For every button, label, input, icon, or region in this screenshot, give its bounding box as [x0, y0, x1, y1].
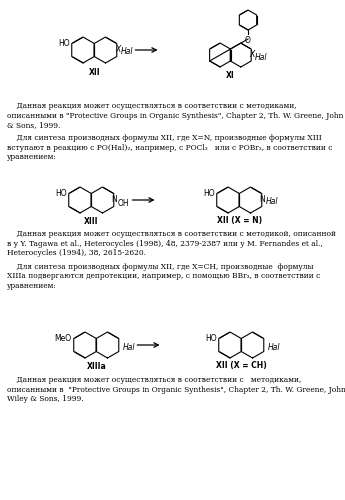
- Text: XII: XII: [88, 68, 100, 77]
- Text: Hal: Hal: [267, 342, 280, 351]
- Text: XIII: XIII: [84, 217, 99, 226]
- Text: XII (X = N): XII (X = N): [217, 216, 262, 225]
- Text: Hal: Hal: [120, 48, 133, 56]
- Text: Hal: Hal: [266, 198, 278, 206]
- Text: Hal: Hal: [122, 342, 135, 351]
- Text: описанными в "Protective Groups in Organic Synthesis", Chapter 2, Th. W. Greene,: описанными в "Protective Groups in Organ…: [7, 112, 345, 120]
- Text: MeO: MeO: [55, 334, 72, 343]
- Text: XI: XI: [226, 71, 235, 80]
- Text: уравнением:: уравнением:: [7, 282, 57, 290]
- Text: HO: HO: [58, 39, 70, 48]
- Text: Для синтеза производных формулы XII, где X=N, производные формулы XIII: Для синтеза производных формулы XII, где…: [7, 134, 322, 142]
- Text: Hal: Hal: [255, 52, 267, 62]
- Text: O: O: [245, 36, 251, 45]
- Text: XIIIa подвергаются депротекции, например, с помощью BBr₃, в соответствии с: XIIIa подвергаются депротекции, например…: [7, 272, 321, 280]
- Text: N: N: [259, 194, 265, 203]
- Text: в у Y. Tagawa et al., Heterocycles (1998), 48, 2379-2387 или у M. Fernandes et a: в у Y. Tagawa et al., Heterocycles (1998…: [7, 240, 323, 248]
- Text: Данная реакция может осуществляться в соответствии с методикой, описанной: Данная реакция может осуществляться в со…: [7, 230, 336, 238]
- Text: уравнением:: уравнением:: [7, 153, 57, 161]
- Text: HO: HO: [205, 334, 217, 343]
- Text: X: X: [115, 44, 120, 54]
- Text: HO: HO: [55, 189, 67, 198]
- Text: Данная реакция может осуществляться в соответствии с   методиками,: Данная реакция может осуществляться в со…: [7, 376, 302, 384]
- Text: Wiley & Sons, 1999.: Wiley & Sons, 1999.: [7, 395, 83, 403]
- Text: X: X: [249, 50, 255, 59]
- Text: XIIIa: XIIIa: [86, 362, 106, 371]
- Text: Для синтеза производных формулы XII, где X=CH, производные  формулы: Для синтеза производных формулы XII, где…: [7, 263, 314, 271]
- Text: & Sons, 1999.: & Sons, 1999.: [7, 121, 60, 129]
- Text: XII (X = CH): XII (X = CH): [216, 361, 267, 370]
- Text: N: N: [111, 194, 117, 203]
- Text: Данная реакция может осуществляться в соответствии с методиками,: Данная реакция может осуществляться в со…: [7, 102, 297, 110]
- Text: OH: OH: [118, 198, 129, 207]
- Text: Heterocycles (1994), 38, 2615-2620.: Heterocycles (1994), 38, 2615-2620.: [7, 249, 146, 257]
- Text: вступают в реакцию с PO(Hal)₂, например, с POCl₃   или с POBr₃, в соответствии с: вступают в реакцию с PO(Hal)₂, например,…: [7, 144, 333, 152]
- Text: описанными в  "Protective Groups in Organic Synthesis", Chapter 2, Th. W. Greene: описанными в "Protective Groups in Organ…: [7, 386, 345, 394]
- Text: HO: HO: [203, 189, 215, 198]
